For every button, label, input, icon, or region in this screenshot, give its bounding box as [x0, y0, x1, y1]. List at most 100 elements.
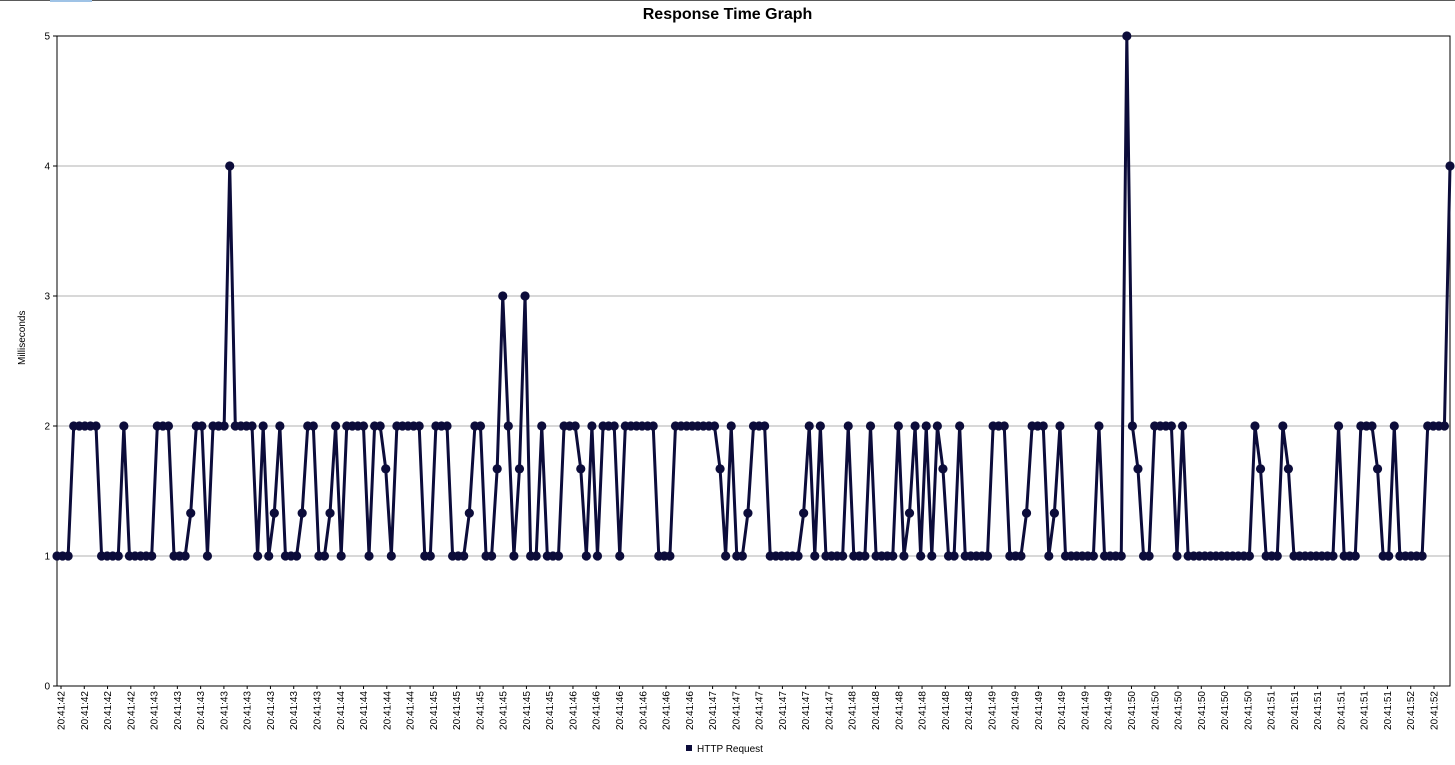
data-point — [459, 551, 469, 561]
data-point — [609, 421, 619, 431]
data-point — [865, 421, 876, 431]
data-point — [308, 421, 318, 431]
y-tick-label: 5 — [44, 32, 50, 43]
data-point — [1445, 161, 1455, 171]
data-point — [1255, 464, 1266, 474]
data-point — [932, 421, 942, 431]
x-tick-label: 20:41:49 — [1034, 691, 1045, 730]
data-point — [1094, 421, 1104, 431]
data-point — [815, 421, 825, 431]
data-point — [1016, 551, 1026, 561]
x-tick-label: 20:41:50 — [1220, 691, 1231, 730]
x-tick-label: 20:41:45 — [545, 691, 556, 730]
data-point — [1177, 421, 1188, 431]
x-tick-label: 20:41:49 — [1104, 691, 1115, 730]
x-tick-label: 20:41:43 — [219, 691, 230, 730]
data-point — [1372, 464, 1383, 474]
data-point — [1116, 551, 1126, 561]
data-point — [1278, 421, 1288, 431]
data-point — [1127, 421, 1137, 431]
data-point — [1144, 551, 1154, 561]
y-tick-label: 2 — [44, 422, 50, 433]
data-point — [91, 421, 101, 431]
x-tick-label: 20:41:45 — [475, 691, 486, 730]
data-point — [955, 421, 965, 431]
data-point — [838, 551, 848, 561]
data-point — [1038, 421, 1048, 431]
data-point — [325, 508, 335, 518]
x-tick-label: 20:41:51 — [1336, 691, 1347, 730]
data-point — [665, 551, 675, 561]
x-tick-label: 20:41:46 — [568, 691, 579, 730]
x-tick-label: 20:41:51 — [1267, 691, 1278, 730]
data-point — [648, 421, 658, 431]
data-point — [1044, 551, 1054, 561]
data-point — [860, 551, 870, 561]
data-point — [113, 551, 123, 561]
data-point — [531, 551, 541, 561]
axes — [53, 35, 1451, 689]
data-point — [893, 421, 903, 431]
data-point — [843, 421, 853, 431]
x-tick-label: 20:41:52 — [1430, 691, 1441, 730]
data-point — [615, 551, 625, 561]
data-point — [537, 421, 547, 431]
legend-label: HTTP Request — [697, 744, 763, 755]
data-point — [721, 551, 731, 561]
x-tick-label: 20:41:48 — [871, 691, 882, 730]
x-tick-label: 20:41:50 — [1197, 691, 1208, 730]
data-point — [743, 508, 753, 518]
data-point — [1439, 421, 1450, 431]
data-point — [386, 551, 396, 561]
data-point — [1367, 421, 1377, 431]
x-tick-label: 20:41:43 — [289, 691, 300, 730]
data-point — [570, 421, 580, 431]
data-point — [1417, 551, 1427, 561]
x-tick-label: 20:41:48 — [964, 691, 975, 730]
data-point — [1166, 421, 1176, 431]
x-tick-label: 20:41:43 — [173, 691, 184, 730]
data-point — [592, 551, 603, 561]
data-point — [492, 464, 502, 474]
x-tick-label: 20:41:47 — [801, 691, 812, 730]
x-tick-label: 20:41:47 — [778, 691, 789, 730]
data-point — [938, 464, 948, 474]
x-tick-label: 20:41:48 — [848, 691, 859, 730]
x-tick-label: 20:41:51 — [1290, 691, 1301, 730]
x-tick-label: 20:41:52 — [1406, 691, 1417, 730]
data-point — [163, 421, 174, 431]
data-point — [292, 551, 302, 561]
plot-frame — [56, 35, 1451, 687]
data-point — [709, 421, 720, 431]
x-tick-label: 20:41:49 — [1080, 691, 1091, 730]
data-point — [247, 421, 257, 431]
data-point — [63, 551, 73, 561]
data-point — [888, 551, 898, 561]
x-tick-label: 20:41:43 — [150, 691, 161, 730]
x-tick-label: 20:41:50 — [1174, 691, 1185, 730]
window-tab-indicator — [50, 0, 92, 2]
data-point — [514, 464, 525, 474]
data-point — [1283, 464, 1294, 474]
data-point — [1333, 421, 1344, 431]
data-point — [1250, 421, 1260, 431]
data-point — [269, 508, 279, 518]
x-tick-label: 20:41:45 — [499, 691, 510, 730]
data-point — [1350, 551, 1360, 561]
data-point — [498, 291, 508, 301]
y-tick-label: 3 — [44, 292, 50, 303]
chart-title: Response Time Graph — [642, 6, 813, 23]
x-tick-label: 20:41:50 — [1127, 691, 1138, 730]
data-point — [949, 551, 959, 561]
x-tick-label: 20:41:44 — [382, 691, 393, 730]
x-tick-label: 20:41:51 — [1313, 691, 1324, 730]
data-point — [1384, 551, 1394, 561]
data-point — [1133, 464, 1143, 474]
data-point — [364, 551, 374, 561]
x-tick-label: 20:41:45 — [522, 691, 533, 730]
x-tick-label: 20:41:42 — [80, 691, 91, 730]
x-tick-label: 20:41:47 — [824, 691, 835, 730]
data-point — [336, 551, 346, 561]
data-point — [264, 551, 274, 561]
data-point — [520, 291, 530, 301]
